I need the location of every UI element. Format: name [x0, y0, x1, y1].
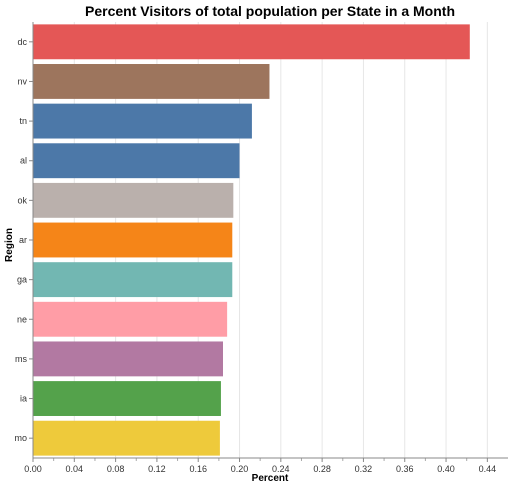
bar-ar [33, 222, 233, 258]
y-tick-label: dc [17, 37, 27, 47]
x-tick-label: 0.28 [313, 464, 331, 474]
y-tick-label: nv [17, 76, 27, 86]
y-tick-label: ar [19, 235, 27, 245]
bar-ms [33, 341, 223, 377]
bar-ne [33, 301, 228, 337]
x-tick-label: 0.00 [24, 464, 42, 474]
bar-mo [33, 420, 220, 456]
chart-title: Percent Visitors of total population per… [85, 3, 455, 19]
y-tick-label: mo [14, 433, 27, 443]
x-tick-label: 0.12 [148, 464, 166, 474]
x-tick-label: 0.08 [107, 464, 125, 474]
x-tick-label: 0.44 [479, 464, 497, 474]
y-tick-label: ms [15, 354, 27, 364]
bar-nv [33, 64, 270, 99]
y-axis-title: Region [4, 228, 15, 262]
y-tick-label: ok [17, 195, 27, 205]
x-tick-label: 0.20 [231, 464, 249, 474]
x-tick-label: 0.36 [396, 464, 414, 474]
x-tick-label: 0.24 [272, 464, 290, 474]
y-tick-label: ne [17, 314, 27, 324]
axes: 0.00 0.04 0.08 0.12 0.16 0.20 0.24 0.28 0.32 0.36… [14, 22, 508, 474]
bar-ok [33, 182, 234, 218]
bar-al [33, 143, 240, 179]
y-tick-label: al [20, 156, 27, 166]
y-tick-label: ga [17, 275, 27, 285]
bar-ia [33, 381, 221, 416]
x-tick-label: 0.16 [189, 464, 207, 474]
x-axis-title: Percent [252, 473, 289, 484]
x-tick-label: 0.04 [66, 464, 84, 474]
bar-dc [33, 24, 470, 60]
bar-ga [33, 262, 233, 298]
bars [33, 24, 470, 456]
y-tick-label: tn [19, 116, 27, 126]
x-tick-label: 0.40 [437, 464, 455, 474]
x-tick-label: 0.32 [355, 464, 373, 474]
y-tick-label: ia [20, 394, 27, 404]
bar-tn [33, 103, 252, 139]
